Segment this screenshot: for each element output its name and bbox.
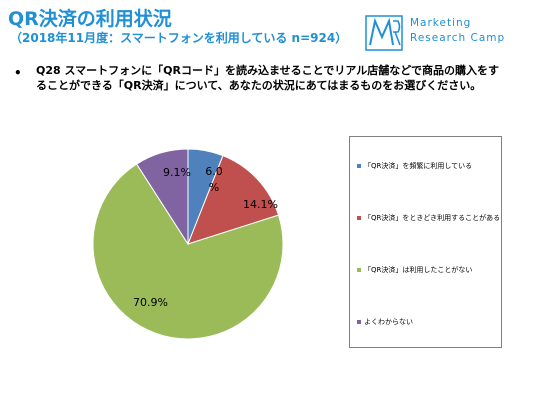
legend-item: 「QR決済」は利用したことがない: [357, 265, 472, 275]
logo-text-line1: Marketing: [410, 17, 472, 29]
legend-label: 「QR決済」を頻繁に利用している: [364, 162, 473, 170]
legend-swatch: [357, 268, 361, 272]
page-subtitle: （2018年11月度：スマートフォンを利用している n=924）: [10, 31, 348, 45]
pie-slice-label: 70.9%: [133, 296, 168, 309]
legend-label: 「QR決済」は利用したことがない: [364, 266, 473, 274]
legend-swatch: [357, 216, 361, 220]
chart-legend: 「QR決済」を頻繁に利用している「QR決済」をときどき利用することがある 「QR決…: [349, 136, 502, 348]
legend-swatch: [357, 320, 361, 324]
logo-mark-icon: [365, 15, 403, 51]
pie-slice: [92, 163, 284, 340]
legend-item: 「QR決済」をときどき利用することがある: [357, 213, 500, 223]
pie-slice-label: 6.0%: [205, 165, 223, 194]
pie-slice: [135, 148, 189, 246]
page-title: QR決済の利用状況: [8, 8, 172, 30]
question-bullet: •: [14, 66, 22, 80]
pie-slice-label: 9.1%: [163, 166, 191, 179]
legend-item: 「QR決済」を頻繁に利用している: [357, 161, 472, 171]
legend-swatch: [357, 164, 361, 168]
legend-label: よくわからない: [364, 318, 413, 326]
logo-text-line2: Research Camp: [410, 32, 506, 44]
pie-slice-label: 14.1%: [243, 198, 278, 211]
legend-label: 「QR決済」をときどき利用することがある: [364, 214, 501, 222]
question-text: Q28 スマートフォンに「QRコード」を読み込ませることでリアル店舗などで商品の…: [36, 64, 499, 92]
legend-item: よくわからない: [357, 317, 413, 327]
